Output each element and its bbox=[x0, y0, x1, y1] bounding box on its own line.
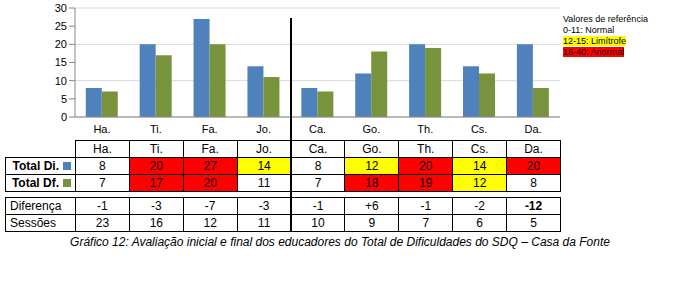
html-text:7: 7 bbox=[314, 176, 322, 190]
svg-text:0: 0 bbox=[61, 111, 67, 123]
html-text:Valores de referência: Valores de referência bbox=[563, 14, 648, 24]
html-text:-12: -12 bbox=[524, 199, 543, 213]
html-text:Ti.: Ti. bbox=[149, 142, 163, 156]
html-text:-1: -1 bbox=[97, 199, 108, 213]
html-text:Jo.: Jo. bbox=[256, 142, 273, 156]
html-text:Ca.: Ca. bbox=[308, 142, 328, 156]
html-text:8: 8 bbox=[530, 176, 537, 190]
html-text:Fa.: Fa. bbox=[201, 142, 219, 156]
html-text:Total Di.: Total Di. bbox=[12, 159, 59, 173]
html-text:23: 23 bbox=[95, 216, 110, 230]
svg-text:Ha.: Ha. bbox=[93, 123, 110, 135]
html-text:17: 17 bbox=[149, 176, 163, 190]
svg-text:15: 15 bbox=[55, 56, 67, 68]
html-text:20: 20 bbox=[526, 159, 541, 173]
html-text:16: 16 bbox=[149, 216, 163, 230]
html-text:Ha.: Ha. bbox=[93, 142, 112, 156]
html-text:18: 18 bbox=[365, 176, 379, 190]
html-text:12: 12 bbox=[365, 159, 379, 173]
html-text:6: 6 bbox=[476, 216, 483, 230]
html-text:11: 11 bbox=[257, 176, 271, 190]
html-text:12: 12 bbox=[203, 216, 217, 230]
html-text:-1: -1 bbox=[312, 199, 324, 213]
html-text:12: 12 bbox=[473, 176, 487, 190]
html-text:20: 20 bbox=[419, 159, 433, 173]
html-text:-3: -3 bbox=[151, 199, 162, 213]
svg-text:5: 5 bbox=[61, 93, 67, 105]
html-text:Total Df.: Total Df. bbox=[11, 176, 59, 190]
html-text:Sessões: Sessões bbox=[10, 216, 56, 230]
html-text:5: 5 bbox=[530, 216, 537, 230]
html-text:9: 9 bbox=[368, 216, 376, 230]
html-text:Th.: Th. bbox=[417, 142, 435, 156]
html-text:14: 14 bbox=[257, 159, 271, 173]
html-text:-3: -3 bbox=[258, 199, 270, 213]
html-text:-2: -2 bbox=[474, 199, 485, 213]
svg-text:10: 10 bbox=[55, 75, 67, 87]
html-text:16-40: Anormal: 16-40: Anormal bbox=[563, 47, 624, 57]
svg-text:Ca.: Ca. bbox=[309, 123, 326, 135]
html-text:12-15: Limítrofe: 12-15: Limítrofe bbox=[563, 36, 626, 46]
html-text:0-11: Normal: 0-11: Normal bbox=[563, 25, 615, 35]
html-text:+6: +6 bbox=[365, 199, 379, 213]
svg-text:25: 25 bbox=[55, 20, 67, 32]
html-text:20: 20 bbox=[149, 159, 163, 173]
html-text:-1: -1 bbox=[420, 199, 432, 213]
html-text:Cs.: Cs. bbox=[470, 142, 489, 156]
html-text:7: 7 bbox=[99, 176, 106, 190]
html-text:7: 7 bbox=[422, 216, 430, 230]
html-text:Da.: Da. bbox=[524, 142, 543, 156]
svg-text:Th.: Th. bbox=[417, 123, 433, 135]
html-text:Diferença: Diferença bbox=[10, 199, 62, 213]
html-text:Go.: Go. bbox=[362, 142, 382, 156]
html-text:14: 14 bbox=[473, 159, 487, 173]
html-text:8: 8 bbox=[314, 159, 322, 173]
html-text:-7: -7 bbox=[204, 199, 216, 213]
html-text:20: 20 bbox=[203, 176, 217, 190]
svg-text:Jo.: Jo. bbox=[256, 123, 271, 135]
html-text:10: 10 bbox=[311, 216, 325, 230]
svg-text:Da.: Da. bbox=[524, 123, 541, 135]
html-text:27: 27 bbox=[203, 159, 217, 173]
html-text:Gráfico 12: Avaliação inicial: Gráfico 12: Avaliação inicial e final do… bbox=[70, 235, 610, 249]
svg-text:30: 30 bbox=[55, 2, 67, 14]
svg-text:Ti.: Ti. bbox=[150, 123, 162, 135]
svg-text:Cs.: Cs. bbox=[471, 123, 488, 135]
svg-text:Go.: Go. bbox=[363, 123, 381, 135]
html-text:8: 8 bbox=[99, 159, 106, 173]
svg-text:Fa.: Fa. bbox=[202, 123, 218, 135]
html-text:19: 19 bbox=[419, 176, 433, 190]
html-text:11: 11 bbox=[257, 216, 271, 230]
svg-text:20: 20 bbox=[55, 38, 67, 50]
